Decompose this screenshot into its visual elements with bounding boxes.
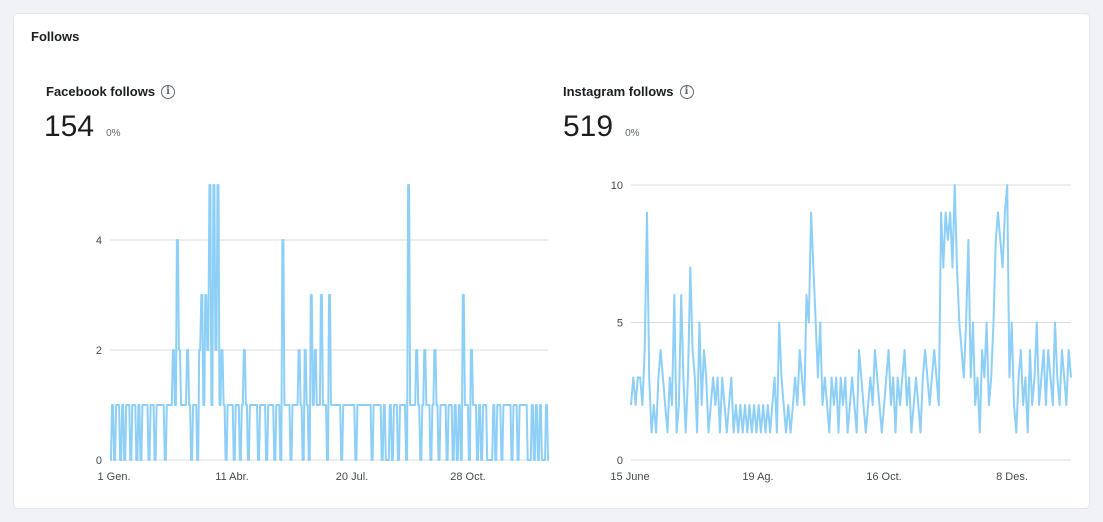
x-tick-label: 19 Ag. — [742, 471, 773, 483]
x-tick-label: 16 Oct. — [866, 471, 901, 483]
x-tick-label: 20 Jul. — [336, 471, 368, 483]
y-tick-label: 0 — [617, 455, 623, 467]
instagram-total: 519 — [563, 110, 614, 143]
y-tick-label: 5 — [617, 318, 623, 330]
series-line — [630, 184, 1072, 434]
x-tick-label: 8 Des. — [996, 471, 1028, 483]
facebook-follows-chart: 0 2 4 1 Gen. 11 Abr. 20 Jul. 28 Oct. — [96, 184, 549, 483]
x-tick-label: 15 June — [610, 471, 649, 483]
series-line — [110, 184, 549, 461]
instagram-follows-chart: 0 5 10 15 June 19 Ag. 16 Oct. 8 Des. — [610, 180, 1072, 483]
facebook-total: 154 — [44, 110, 95, 143]
facebook-change: 0% — [106, 128, 121, 139]
facebook-title: Facebook follows — [46, 84, 156, 99]
instagram-change: 0% — [625, 128, 640, 139]
y-tick-label: 10 — [611, 180, 623, 192]
instagram-title: Instagram follows — [563, 84, 674, 99]
facebook-total-row: 154 0% — [44, 110, 121, 144]
x-tick-label: 11 Abr. — [215, 471, 248, 483]
info-icon[interactable]: i — [161, 84, 176, 99]
info-icon[interactable]: i — [679, 84, 694, 99]
y-tick-label: 0 — [96, 455, 102, 467]
instagram-panel-title: Instagram follows i — [563, 84, 694, 99]
y-tick-label: 2 — [96, 345, 102, 357]
x-tick-label: 1 Gen. — [97, 471, 130, 483]
facebook-panel-title: Facebook follows i — [46, 84, 176, 99]
section-title: Follows — [31, 29, 80, 44]
y-tick-label: 4 — [96, 235, 102, 247]
instagram-total-row: 519 0% — [563, 110, 640, 144]
x-tick-label: 28 Oct. — [450, 471, 485, 483]
